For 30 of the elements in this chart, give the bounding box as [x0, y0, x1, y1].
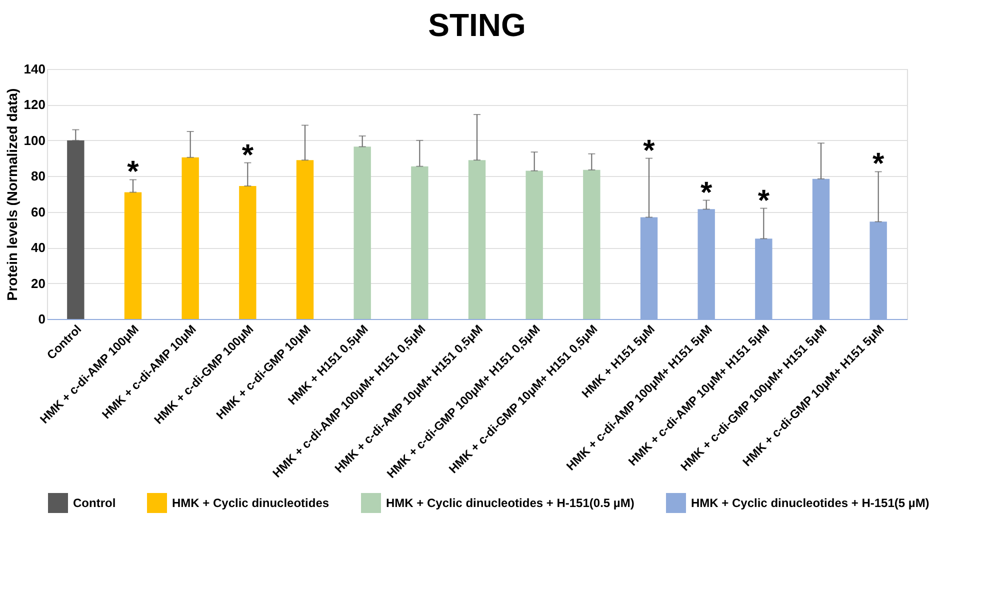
bar	[182, 157, 199, 319]
bar	[296, 160, 314, 319]
data-label: *	[700, 176, 712, 210]
bar	[124, 192, 142, 319]
y-tick-label: 40	[31, 240, 46, 256]
y-tick-label: 60	[31, 204, 46, 220]
bar	[239, 186, 256, 319]
y-axis-title: Protein levels (Normalized data)	[4, 88, 20, 301]
legend-label: HMK + Cyclic dinucleotides	[172, 496, 330, 510]
bar	[468, 160, 486, 319]
data-label: *	[127, 156, 140, 189]
y-tick-label: 80	[31, 168, 46, 184]
data-label: *	[643, 134, 656, 168]
y-tick-label: 140	[24, 62, 46, 76]
y-tick-label: 0	[38, 312, 46, 326]
data-label: *	[758, 184, 770, 218]
legend-label: HMK + Cyclic dinucleotides + H-151(5 µM)	[691, 496, 930, 510]
bar	[67, 140, 84, 319]
y-tick-label: 20	[31, 276, 46, 291]
bar	[583, 170, 600, 319]
data-label: *	[242, 138, 254, 172]
y-tick-label: 120	[24, 97, 46, 112]
bar	[526, 170, 543, 319]
chart-title: STING	[428, 7, 526, 43]
y-tick-label: 100	[24, 132, 46, 148]
data-label: *	[872, 148, 884, 181]
legend-label: HMK + Cyclic dinucleotides + H-151(0.5 µM)	[386, 496, 634, 510]
bar	[354, 146, 371, 319]
legend-label: Control	[73, 496, 116, 510]
bar	[411, 166, 428, 319]
